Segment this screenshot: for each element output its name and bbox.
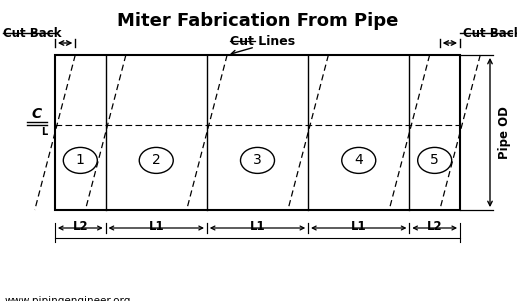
Ellipse shape — [139, 147, 173, 173]
Bar — [55, 55, 460, 210]
Ellipse shape — [63, 147, 97, 173]
Ellipse shape — [342, 147, 376, 173]
Text: L1: L1 — [351, 220, 367, 233]
Text: 1: 1 — [76, 154, 85, 167]
Text: L: L — [41, 127, 47, 137]
Text: L1: L1 — [148, 220, 164, 233]
Text: 2: 2 — [152, 154, 161, 167]
Text: 5: 5 — [430, 154, 439, 167]
Text: Pipe OD: Pipe OD — [498, 106, 511, 159]
Text: 3: 3 — [253, 154, 262, 167]
Text: www.pipingengineer.org: www.pipingengineer.org — [5, 296, 131, 301]
Text: Cut Lines: Cut Lines — [230, 35, 295, 48]
Text: C: C — [32, 107, 42, 121]
Text: 4: 4 — [354, 154, 363, 167]
Ellipse shape — [240, 147, 275, 173]
Text: Miter Fabrication From Pipe: Miter Fabrication From Pipe — [117, 12, 398, 30]
Text: Cut Back: Cut Back — [463, 27, 517, 40]
Text: L2: L2 — [427, 220, 443, 233]
Text: Cut Back: Cut Back — [3, 27, 62, 40]
Ellipse shape — [418, 147, 452, 173]
Text: L2: L2 — [72, 220, 88, 233]
Text: L1: L1 — [250, 220, 265, 233]
